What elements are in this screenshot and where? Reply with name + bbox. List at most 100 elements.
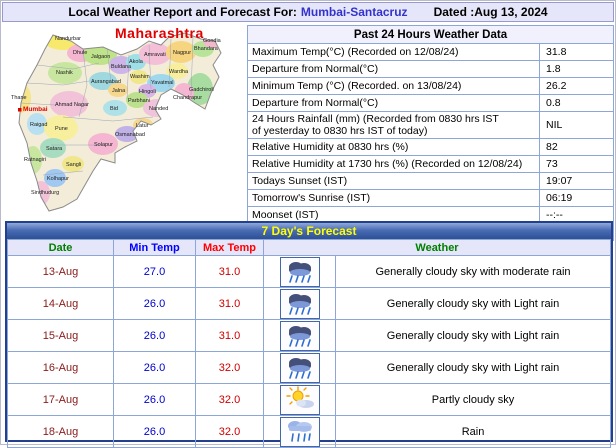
date-cell: 18-Aug: [7, 415, 114, 448]
past24-value: 0.8: [539, 94, 614, 112]
weather-column-header: Weather: [263, 239, 611, 256]
report-title: Local Weather Report and Forecast For:: [68, 5, 297, 19]
district-label: Aurangabad: [91, 79, 121, 85]
past24-label: Relative Humidity at 1730 hrs (%) (Recor…: [247, 155, 540, 173]
forecast-row: 13-Aug 27.0 31.0 Generally cloudy sky wi…: [7, 255, 611, 288]
max-temp-cell: 32.0: [195, 415, 264, 448]
forecast-row: 17-Aug 26.0 32.0 Partly cloudy sky: [7, 383, 611, 416]
past24-row: Departure from Normal(°C) 0.8: [247, 94, 614, 112]
district-label: Buldana: [111, 64, 132, 70]
past24-title: Past 24 Hours Weather Data: [247, 25, 614, 44]
station-name: Mumbai-Santacruz: [300, 5, 408, 19]
district-label: Osmanabad: [115, 132, 145, 138]
past24-value: 1.8: [539, 60, 614, 78]
date-column-header: Date: [7, 239, 114, 256]
district-label: Washim: [130, 74, 150, 80]
past24-row: Relative Humidity at 1730 hrs (%) (Recor…: [247, 155, 614, 173]
weather-desc-cell: Partly cloudy sky: [335, 383, 611, 416]
rain-cloud-icon: [279, 288, 320, 319]
district-label: Raigad: [30, 122, 48, 128]
past24-table: Past 24 Hours Weather Data Maximum Temp(…: [247, 25, 614, 241]
district-label: Ratnagiri: [24, 157, 47, 163]
min-temp-cell: 26.0: [113, 319, 196, 352]
past24-value: 73: [539, 155, 614, 173]
district-label: Thane: [11, 95, 27, 101]
past24-label: Departure from Normal(°C): [247, 60, 540, 78]
rain-cloud-icon: [279, 320, 320, 351]
past24-label: Maximum Temp(°C) (Recorded on 12/08/24): [247, 43, 540, 61]
weather-icon-cell: [263, 351, 336, 384]
past24-value: 26.2: [539, 77, 614, 95]
past24-row: Minimum Temp (°C) (Recorded. on 13/08/24…: [247, 77, 614, 95]
weather-desc-cell: Rain: [335, 415, 611, 448]
weather-icon-cell: [263, 319, 336, 352]
date-cell: 13-Aug: [7, 255, 114, 288]
past24-row: Departure from Normal(°C) 1.8: [247, 60, 614, 78]
district-label: Satara: [46, 146, 63, 152]
forecast-panel: 7 Day's Forecast Date Min Temp Max Temp …: [5, 221, 613, 448]
district-label: Dhule: [73, 50, 88, 56]
weather-icon-cell: [263, 383, 336, 416]
district-label: Pune: [55, 126, 68, 132]
date-cell: 14-Aug: [7, 287, 114, 320]
district-label: Jalna: [112, 88, 126, 94]
mumbai-marker-dot: [18, 108, 22, 112]
min-temp-cell: 26.0: [113, 383, 196, 416]
past24-value: 19:07: [539, 172, 614, 190]
min-temp-cell: 26.0: [113, 415, 196, 448]
district-label: Nashik: [56, 70, 73, 76]
past24-value: --:--: [539, 206, 614, 224]
district-label: Latur: [136, 123, 149, 129]
min-temp-cell: 26.0: [113, 351, 196, 384]
district-label: Chandrapur: [173, 95, 203, 101]
maharashtra-map: [18, 32, 222, 212]
max-temp-column-header: Max Temp: [195, 239, 264, 256]
map-title: Maharashtra: [115, 25, 204, 41]
mumbai-label: Mumbai: [23, 106, 48, 113]
state-outline: [18, 32, 222, 212]
weather-icon-cell: [263, 287, 336, 320]
district-label: Jalgaon: [91, 54, 111, 60]
rain-cloud-icon: [279, 352, 320, 383]
district-label: Wardha: [169, 69, 189, 75]
rain-icon: [279, 416, 320, 447]
past24-row: Maximum Temp(°C) (Recorded on 12/08/24) 3…: [247, 43, 614, 61]
sun-cloud-icon: [279, 384, 320, 415]
weather-desc-cell: Generally cloudy sky with Light rain: [335, 319, 611, 352]
past24-value: 82: [539, 138, 614, 156]
date-cell: 15-Aug: [7, 319, 114, 352]
district-label: Gadchiroli: [189, 87, 214, 93]
past24-value: 31.8: [539, 43, 614, 61]
weather-icon-cell: [263, 415, 336, 448]
forecast-title-bar: 7 Day's Forecast: [7, 223, 611, 239]
max-temp-cell: 31.0: [195, 255, 264, 288]
rain-cloud-icon: [279, 256, 320, 287]
past24-label: Relative Humidity at 0830 hrs (%): [247, 138, 540, 156]
past24-value: 06:19: [539, 189, 614, 207]
date-cell: 16-Aug: [7, 351, 114, 384]
weather-desc-cell: Generally cloudy sky with moderate rain: [335, 255, 611, 288]
min-temp-cell: 27.0: [113, 255, 196, 288]
forecast-table: Date Min Temp Max Temp Weather 13-Aug 27…: [7, 239, 611, 448]
date-cell: 17-Aug: [7, 383, 114, 416]
min-temp-column-header: Min Temp: [113, 239, 196, 256]
past24-label: Tomorrow's Sunrise (IST): [247, 189, 540, 207]
district-label: Akola: [129, 59, 143, 65]
forecast-row: 15-Aug 26.0 31.0 Generally cloudy sky wi…: [7, 319, 611, 352]
max-temp-cell: 32.0: [195, 383, 264, 416]
forecast-row: 16-Aug 26.0 32.0 Generally cloudy sky wi…: [7, 351, 611, 384]
district-label: Gondia: [203, 38, 221, 44]
past24-row: Todays Sunset (IST) 19:07: [247, 172, 614, 190]
past24-label: Minimum Temp (°C) (Recorded. on 13/08/24…: [247, 77, 540, 95]
min-temp-cell: 26.0: [113, 287, 196, 320]
past24-label: 24 Hours Rainfall (mm) (Recorded from 08…: [247, 111, 540, 139]
district-label: Nandurbar: [55, 36, 81, 42]
district-label: Nagpur: [173, 50, 192, 56]
district-label: Solapur: [94, 142, 113, 148]
past24-title-row: Past 24 Hours Weather Data: [247, 25, 614, 44]
past24-row: 24 Hours Rainfall (mm) (Recorded from 08…: [247, 111, 614, 139]
max-temp-cell: 31.0: [195, 287, 264, 320]
past24-label: Todays Sunset (IST): [247, 172, 540, 190]
district-label: Parbhani: [128, 98, 151, 104]
